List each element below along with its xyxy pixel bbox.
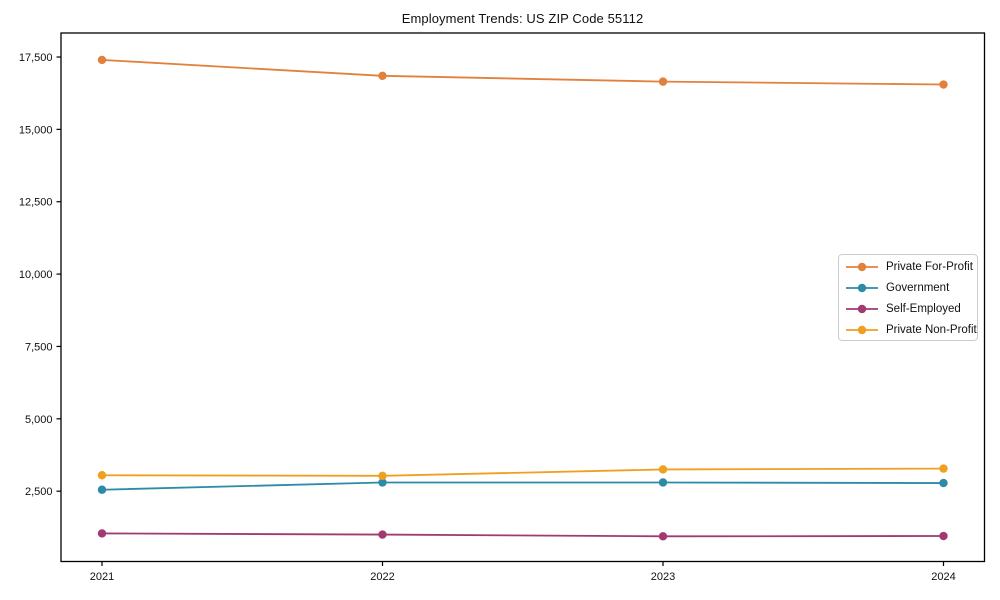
legend-item: Self-Employed <box>845 298 977 319</box>
plot-area-border <box>60 32 986 563</box>
legend-marker-icon <box>846 262 878 271</box>
data-point <box>97 529 107 538</box>
data-point <box>378 71 387 81</box>
x-tick-label: 2023 <box>651 571 675 583</box>
legend-marker-icon <box>846 304 878 314</box>
y-tick-label: 12,500 <box>19 197 53 209</box>
data-point <box>658 532 668 541</box>
data-point <box>939 478 948 488</box>
data-point <box>658 478 668 487</box>
legend-item: Private For-Profit <box>845 256 977 277</box>
data-point <box>378 478 387 487</box>
legend-label: Private Non-Profit <box>886 324 977 337</box>
legend-marker-icon <box>846 283 878 292</box>
x-tick-label: 2022 <box>370 571 394 583</box>
series-line-1 <box>101 481 944 491</box>
legend-marker-icon <box>846 325 878 335</box>
legend-label: Private For-Profit <box>886 260 973 273</box>
series-line-3 <box>101 467 944 477</box>
y-tick-label: 5,000 <box>25 414 53 426</box>
y-tick-label: 17,500 <box>19 52 53 64</box>
data-point <box>658 465 668 474</box>
data-point <box>97 485 107 494</box>
data-point <box>939 464 948 473</box>
data-point <box>658 77 668 86</box>
data-point <box>378 530 387 539</box>
legend-label: Government <box>886 281 950 294</box>
y-tick-label: 7,500 <box>25 341 53 353</box>
data-point <box>939 531 948 541</box>
data-point <box>97 471 107 480</box>
data-point <box>97 55 107 65</box>
series-line-2 <box>101 532 944 538</box>
chart-title: Employment Trends: US ZIP Code 55112 <box>401 11 644 26</box>
data-point <box>939 80 948 89</box>
legend-label: Self-Employed <box>886 302 961 315</box>
x-tick-label: 2024 <box>931 571 955 583</box>
y-tick-label: 15,000 <box>19 124 53 136</box>
legend-item: Private Non-Profit <box>845 320 977 341</box>
y-tick-label: 2,500 <box>25 486 53 498</box>
legend: Private For-Profit Government Self-Employe… <box>838 254 978 341</box>
y-tick-label: 10,000 <box>19 269 53 281</box>
legend-item: Government <box>845 277 977 298</box>
data-point <box>378 471 387 481</box>
x-tick-label: 2021 <box>90 571 114 583</box>
series-line-0 <box>101 59 944 86</box>
